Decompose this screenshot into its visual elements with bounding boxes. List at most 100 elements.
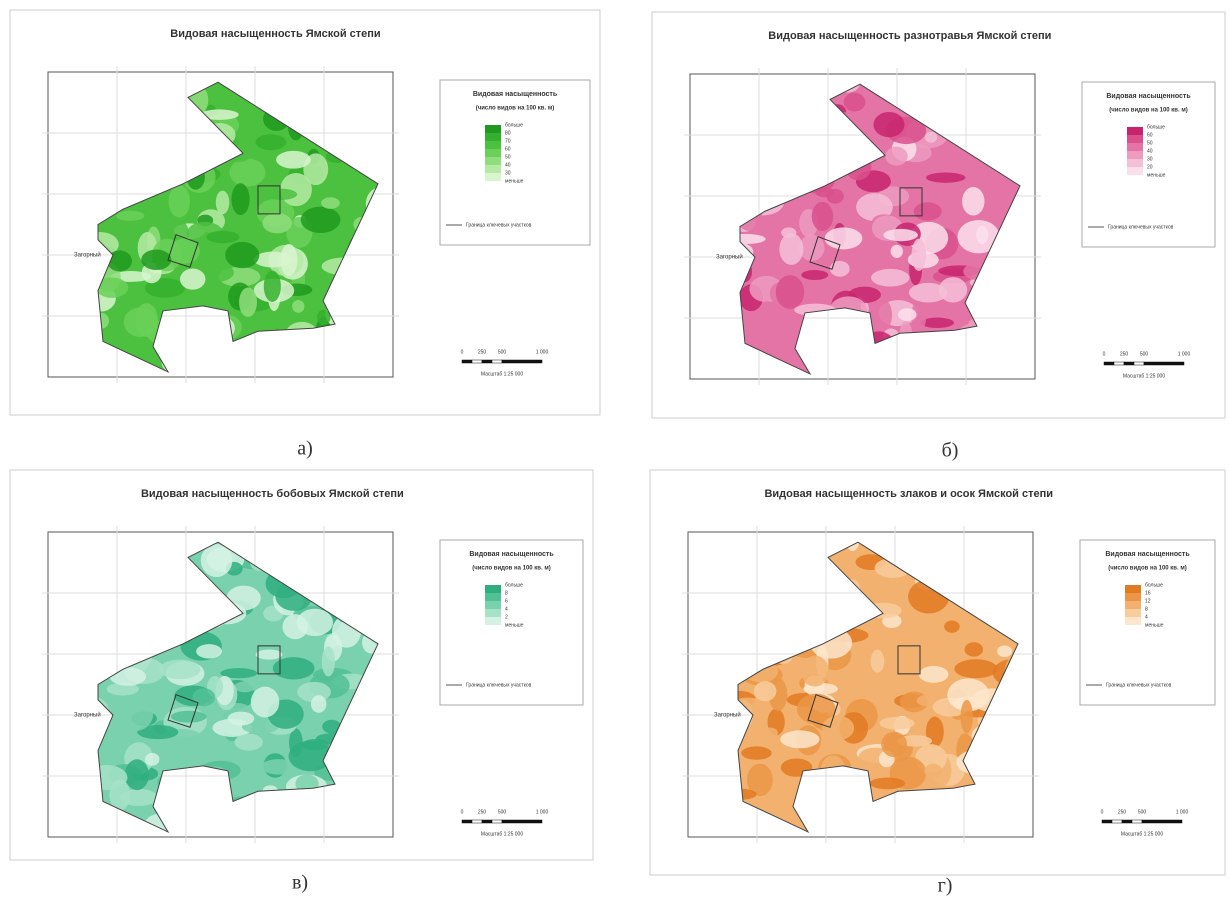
- richness-patch: [264, 271, 281, 302]
- richness-patch: [780, 730, 819, 748]
- richness-patch: [822, 716, 854, 741]
- richness-patch: [234, 681, 255, 692]
- legend-class: 60: [1147, 132, 1153, 138]
- place-label: Загорный: [714, 712, 741, 719]
- richness-patch: [881, 732, 907, 757]
- map-panel: Видовая насыщенность Ямской степи Загорны…: [10, 10, 600, 415]
- map-panel: Видовая насыщенность разнотравья Ямской …: [652, 12, 1225, 418]
- richness-patch: [265, 189, 297, 200]
- map-panel: Видовая насыщенность злаков и осок Ямско…: [650, 470, 1225, 875]
- legend-swatch: [485, 593, 501, 601]
- richness-patch: [262, 213, 291, 233]
- legend-class: меньше: [1145, 622, 1164, 628]
- scale-tick: 0: [461, 809, 464, 815]
- legend-swatch: [1127, 151, 1143, 159]
- richness-patch: [779, 233, 803, 265]
- richness-patch: [939, 277, 967, 302]
- richness-patch: [292, 300, 304, 313]
- richness-patch: [116, 211, 144, 221]
- legend-swatch: [1127, 127, 1143, 135]
- richness-patch: [962, 187, 984, 216]
- map-title: Видовая насыщенность разнотравья Ямской …: [768, 30, 1051, 42]
- legend-swatch: [485, 617, 501, 625]
- richness-patch: [141, 249, 171, 270]
- scale-text: Масштаб 1:25 000: [1123, 373, 1165, 379]
- legend-swatch: [1127, 135, 1143, 143]
- legend-class: 60: [505, 146, 511, 152]
- richness-patch: [919, 666, 949, 683]
- legend-class: 20: [1147, 164, 1153, 170]
- map-title: Видовая насыщенность Ямской степи: [170, 28, 380, 40]
- scale-tick: 1 000: [536, 349, 549, 355]
- legend-class: меньше: [505, 622, 524, 628]
- legend-swatch: [1125, 609, 1141, 617]
- richness-patch: [961, 700, 973, 734]
- richness-patch: [229, 158, 265, 186]
- richness-patch: [825, 227, 863, 249]
- legend-class: больше: [1147, 124, 1165, 130]
- richness-patch: [997, 645, 1012, 657]
- richness-patch: [871, 269, 910, 287]
- legend-class: больше: [1145, 582, 1163, 588]
- place-label: Загорный: [74, 712, 101, 719]
- richness-patch: [914, 202, 942, 220]
- legend-boundary: Граница ключевых участков: [466, 222, 532, 228]
- place-label: Загорный: [74, 252, 101, 259]
- legend-swatch: [485, 133, 501, 141]
- scale-segment: [1112, 820, 1122, 823]
- richness-patch: [251, 687, 280, 718]
- richness-patch: [216, 191, 230, 215]
- scale-tick: 0: [1103, 351, 1106, 357]
- legend-class: больше: [505, 582, 523, 588]
- scale-text: Масштаб 1:25 000: [481, 831, 523, 837]
- legend-title: Видовая насыщенность: [1106, 93, 1191, 100]
- legend-subtitle: (число видов на 100 кв. м): [1108, 566, 1187, 572]
- scale-tick: 1 000: [1176, 809, 1189, 815]
- scale-tick: 500: [1140, 351, 1149, 357]
- scale-tick: 250: [1120, 351, 1129, 357]
- richness-patch: [206, 231, 239, 243]
- richness-patch: [944, 620, 960, 632]
- richness-patch: [826, 189, 843, 204]
- legend-title: Видовая насыщенность: [1105, 551, 1190, 558]
- legend-class: 16: [1145, 590, 1151, 596]
- panel-label: б): [942, 440, 959, 462]
- scale-segment: [482, 820, 492, 823]
- richness-patch: [873, 112, 904, 137]
- richness-patch: [171, 711, 207, 723]
- richness-patch: [830, 261, 850, 277]
- scale-segment: [1132, 820, 1142, 823]
- scale-segment: [492, 360, 502, 363]
- richness-patch: [125, 759, 149, 790]
- richness-patch: [192, 688, 215, 706]
- richness-patch: [235, 734, 263, 751]
- legend-class: меньше: [505, 178, 524, 184]
- richness-patch: [135, 303, 158, 337]
- legend-swatch: [1125, 601, 1141, 609]
- scale-segment: [502, 360, 542, 363]
- richness-patch: [912, 239, 927, 271]
- scale-segment: [482, 360, 492, 363]
- legend-class: 8: [1145, 606, 1148, 612]
- scale-segment: [1134, 362, 1144, 365]
- richness-patch: [844, 93, 866, 112]
- legend-swatch: [485, 601, 501, 609]
- richness-patch: [276, 151, 311, 169]
- scale-tick: 500: [498, 809, 507, 815]
- richness-patch: [159, 660, 201, 679]
- panel-label: в): [292, 872, 308, 894]
- richness-patch: [891, 245, 903, 258]
- map-title: Видовая насыщенность бобовых Ямской степ…: [141, 488, 404, 500]
- richness-patch: [273, 657, 315, 679]
- scale-segment: [1102, 820, 1112, 823]
- legend-class: 30: [1147, 156, 1153, 162]
- legend-swatch: [1125, 585, 1141, 593]
- richness-patch: [741, 746, 771, 759]
- richness-patch: [310, 242, 346, 255]
- legend-class: 2: [505, 614, 508, 620]
- scale-tick: 1 000: [1178, 351, 1191, 357]
- richness-patch: [301, 207, 341, 233]
- scale-segment: [1124, 362, 1134, 365]
- scale-segment: [1114, 362, 1124, 365]
- legend-class: 40: [505, 162, 511, 168]
